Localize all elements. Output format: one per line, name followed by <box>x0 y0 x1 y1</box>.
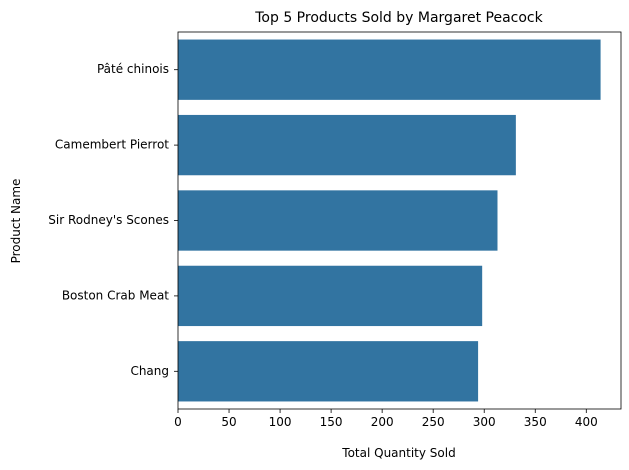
plot-frame <box>177 31 622 410</box>
x-tick-label: 200 <box>371 415 394 429</box>
y-axis-label: Product Name <box>9 179 23 264</box>
x-axis-label: Total Quantity Sold <box>341 446 455 460</box>
x-tick-label: 150 <box>320 415 343 429</box>
bar-4 <box>178 341 479 402</box>
bar-1 <box>178 114 516 176</box>
x-tick-label: 350 <box>524 415 547 429</box>
bar-3 <box>178 265 483 327</box>
x-tick-label: 0 <box>174 415 182 429</box>
y-tick-label: Pâté chinois <box>97 62 169 76</box>
x-tick-label: 300 <box>473 415 496 429</box>
bar-2 <box>178 190 498 251</box>
x-tick-label: 100 <box>269 415 292 429</box>
chart-title: Top 5 Products Sold by Margaret Peacock <box>254 10 543 26</box>
bar-0 <box>178 39 601 100</box>
bars-layer <box>178 39 601 402</box>
x-tick-label: 400 <box>575 415 598 429</box>
y-tick-label: Camembert Pierrot <box>55 138 169 152</box>
y-tick-label: Boston Crab Meat <box>62 288 169 302</box>
x-tick-label: 250 <box>422 415 445 429</box>
y-ticks-layer: Pâté chinois Camembert Pierrot Sir Rodney'… <box>48 62 178 378</box>
y-tick-label: Sir Rodney's Scones <box>48 213 169 227</box>
y-tick-label: Chang <box>130 364 169 378</box>
x-tick-label: 50 <box>221 415 236 429</box>
x-ticks-layer: 0 50 100 150 200 250 300 350 400 <box>174 409 598 429</box>
